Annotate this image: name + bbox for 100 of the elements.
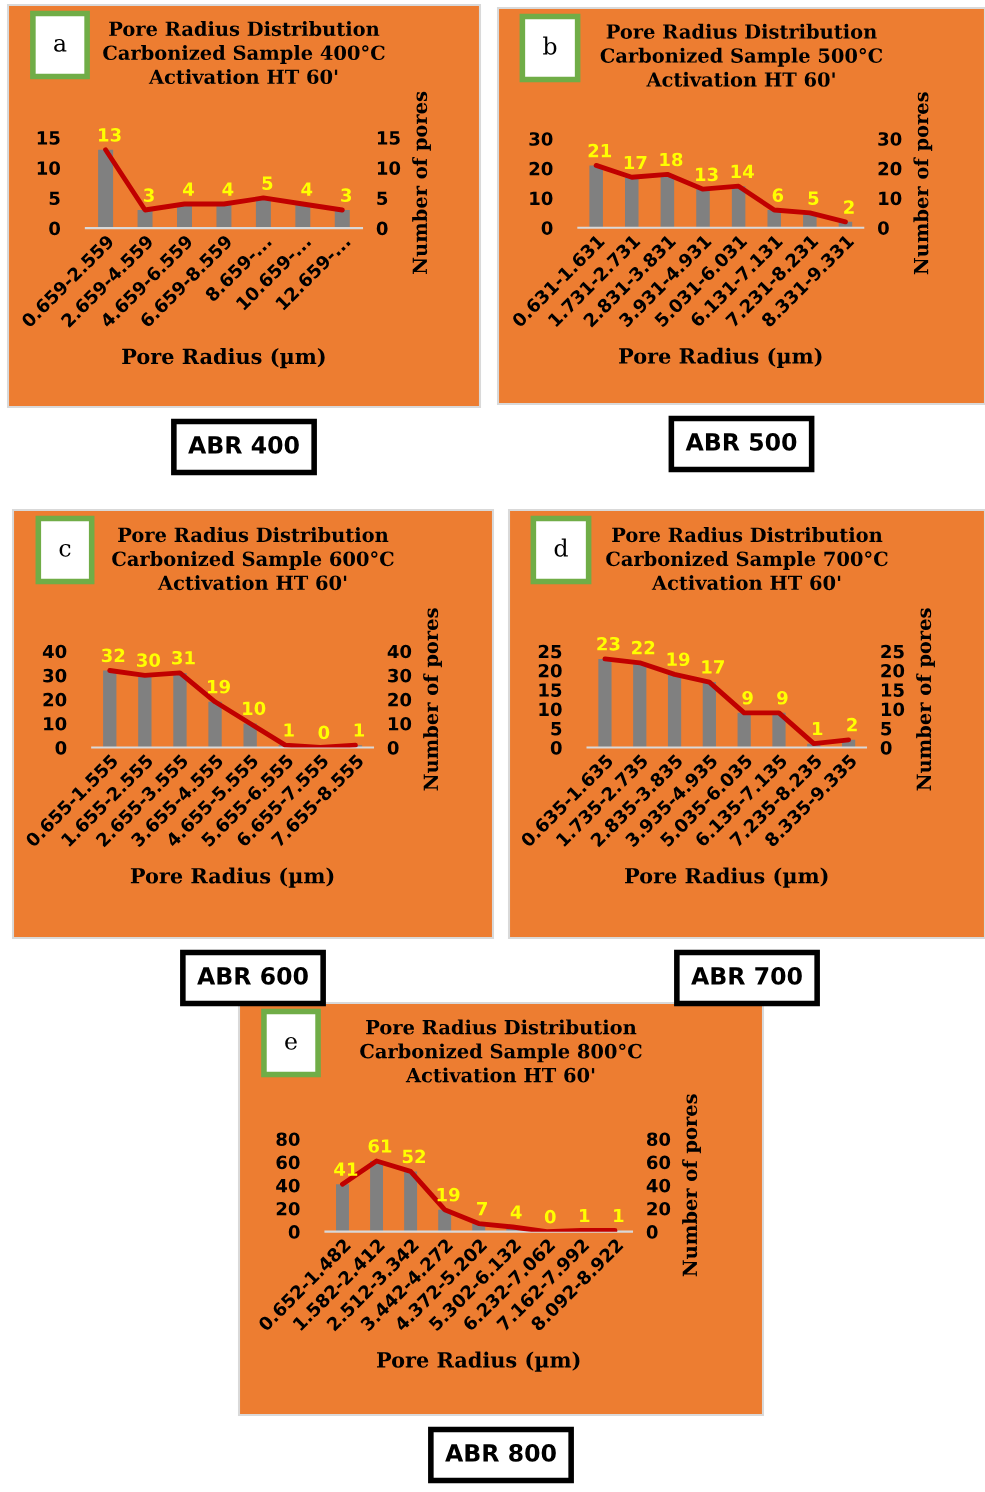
y2-tick-label: 10 (377, 161, 401, 175)
y2-tick-label: 20 (881, 663, 905, 678)
data-label: 32 (101, 648, 125, 663)
data-label: 4 (182, 182, 194, 196)
y2-tick-label: 0 (646, 1225, 658, 1239)
y-tick-label: 30 (529, 132, 553, 146)
y-tick-label: 25 (538, 644, 562, 659)
y2-tick-label: 20 (647, 1201, 671, 1216)
y2-tick-label: 30 (388, 668, 412, 683)
data-label: 4 (301, 182, 313, 196)
text: ABR 700 (691, 966, 802, 985)
y2-axis-title: Number of pores (423, 608, 442, 791)
data-label: 19 (667, 652, 690, 667)
data-label: 41 (334, 1162, 358, 1176)
data-label: 17 (624, 155, 647, 170)
y2-tick-label: 10 (879, 191, 902, 206)
y-tick-label: 0 (288, 1225, 300, 1239)
text: c (59, 543, 71, 557)
data-label: 2 (844, 200, 854, 214)
data-label: 1 (614, 1208, 624, 1223)
y-tick-label: 0 (541, 221, 553, 235)
data-label: 21 (588, 143, 612, 158)
data-label: 1 (580, 1208, 590, 1223)
y-tick-label: 40 (42, 644, 67, 659)
y-tick-label: 0 (55, 741, 67, 755)
y2-tick-label: 0 (387, 741, 399, 755)
y-tick-label: 5 (49, 191, 60, 206)
text: d (554, 538, 568, 557)
y2-tick-label: 25 (881, 644, 904, 659)
y-tick-label: 80 (276, 1132, 300, 1147)
y2-tick-label: 5 (881, 721, 892, 736)
y-tick-label: 10 (44, 716, 67, 731)
text: ABR 500 (685, 432, 797, 451)
data-label: 1 (354, 723, 364, 737)
y2-tick-label: 0 (880, 741, 892, 755)
data-label: 5 (808, 191, 819, 205)
y2-axis-title: Number of pores (682, 1094, 701, 1277)
data-label: 30 (137, 653, 161, 667)
y-tick-label: 15 (37, 131, 60, 145)
chart-title: Pore Radius Distribution Carbonized Sample 800°C Activation HT 60' (360, 1019, 642, 1083)
data-label: 19 (437, 1187, 460, 1202)
y2-tick-label: 0 (376, 221, 388, 236)
data-label: 1 (813, 721, 823, 736)
y2-tick-label: 80 (646, 1132, 671, 1147)
data-label: 17 (702, 660, 724, 674)
data-label: 4 (510, 1205, 522, 1219)
data-label: 9 (742, 690, 753, 705)
data-label: 13 (99, 128, 121, 142)
text: ABR 800 (445, 1443, 556, 1462)
y-tick-label: 60 (276, 1155, 300, 1170)
x-axis-title: Pore Radius (µm) (130, 867, 334, 888)
y-tick-label: 20 (538, 663, 562, 678)
y2-axis-title: Number of pores (913, 92, 933, 275)
y-tick-label: 30 (43, 668, 67, 683)
chart-title: Pore Radius Distribution Carbonized Sample 400°C Activation HT 60' (103, 21, 385, 85)
y2-tick-label: 20 (388, 692, 412, 707)
chart-title: Pore Radius Distribution Carbonized Sample 500°C Activation HT 60' (600, 23, 883, 87)
y-tick-label: 0 (550, 741, 562, 755)
y-tick-label: 20 (43, 692, 67, 707)
data-label: 10 (243, 701, 266, 716)
data-label: 6 (772, 188, 784, 203)
y2-tick-label: 5 (377, 191, 388, 206)
data-label: 61 (368, 1139, 392, 1153)
chart-title: Pore Radius Distribution Carbonized Sample 600°C Activation HT 60' (112, 527, 394, 591)
data-label: 14 (731, 164, 754, 178)
text: b (543, 36, 557, 55)
y2-tick-label: 20 (878, 161, 902, 176)
data-label: 4 (222, 182, 234, 196)
y2-tick-label: 10 (881, 702, 905, 717)
y-tick-label: 10 (37, 161, 61, 175)
data-label: 23 (597, 636, 620, 651)
y-tick-label: 10 (539, 702, 562, 717)
y2-axis-title: Number of pores (916, 608, 935, 791)
y2-tick-label: 40 (646, 1178, 671, 1193)
data-label: 5 (262, 176, 273, 190)
y-tick-label: 0 (49, 221, 61, 236)
text: ABR 400 (188, 435, 299, 454)
x-axis-title: Pore Radius (µm) (122, 348, 325, 369)
text: a (54, 38, 67, 52)
y2-tick-label: 15 (377, 131, 400, 145)
text: e (285, 1036, 297, 1050)
data-label: 7 (477, 1202, 487, 1216)
y2-tick-label: 40 (387, 644, 412, 659)
data-label: 22 (632, 640, 655, 655)
data-label: 19 (208, 679, 230, 694)
data-label: 0 (318, 725, 330, 740)
y2-tick-label: 15 (881, 683, 904, 697)
y-tick-label: 20 (529, 161, 553, 176)
data-label: 3 (341, 188, 352, 202)
y-tick-label: 40 (276, 1178, 300, 1193)
y2-tick-label: 60 (647, 1155, 671, 1170)
x-axis-title: Pore Radius (µm) (625, 867, 828, 888)
y-tick-label: 20 (276, 1201, 300, 1216)
y-tick-label: 10 (530, 191, 553, 206)
text: ABR 600 (197, 966, 308, 985)
data-label: 1 (284, 723, 294, 737)
y2-tick-label: 0 (878, 221, 889, 235)
y-tick-label: 5 (551, 721, 562, 736)
x-axis-title: Pore Radius (µm) (619, 347, 822, 368)
y2-tick-label: 10 (388, 716, 412, 731)
